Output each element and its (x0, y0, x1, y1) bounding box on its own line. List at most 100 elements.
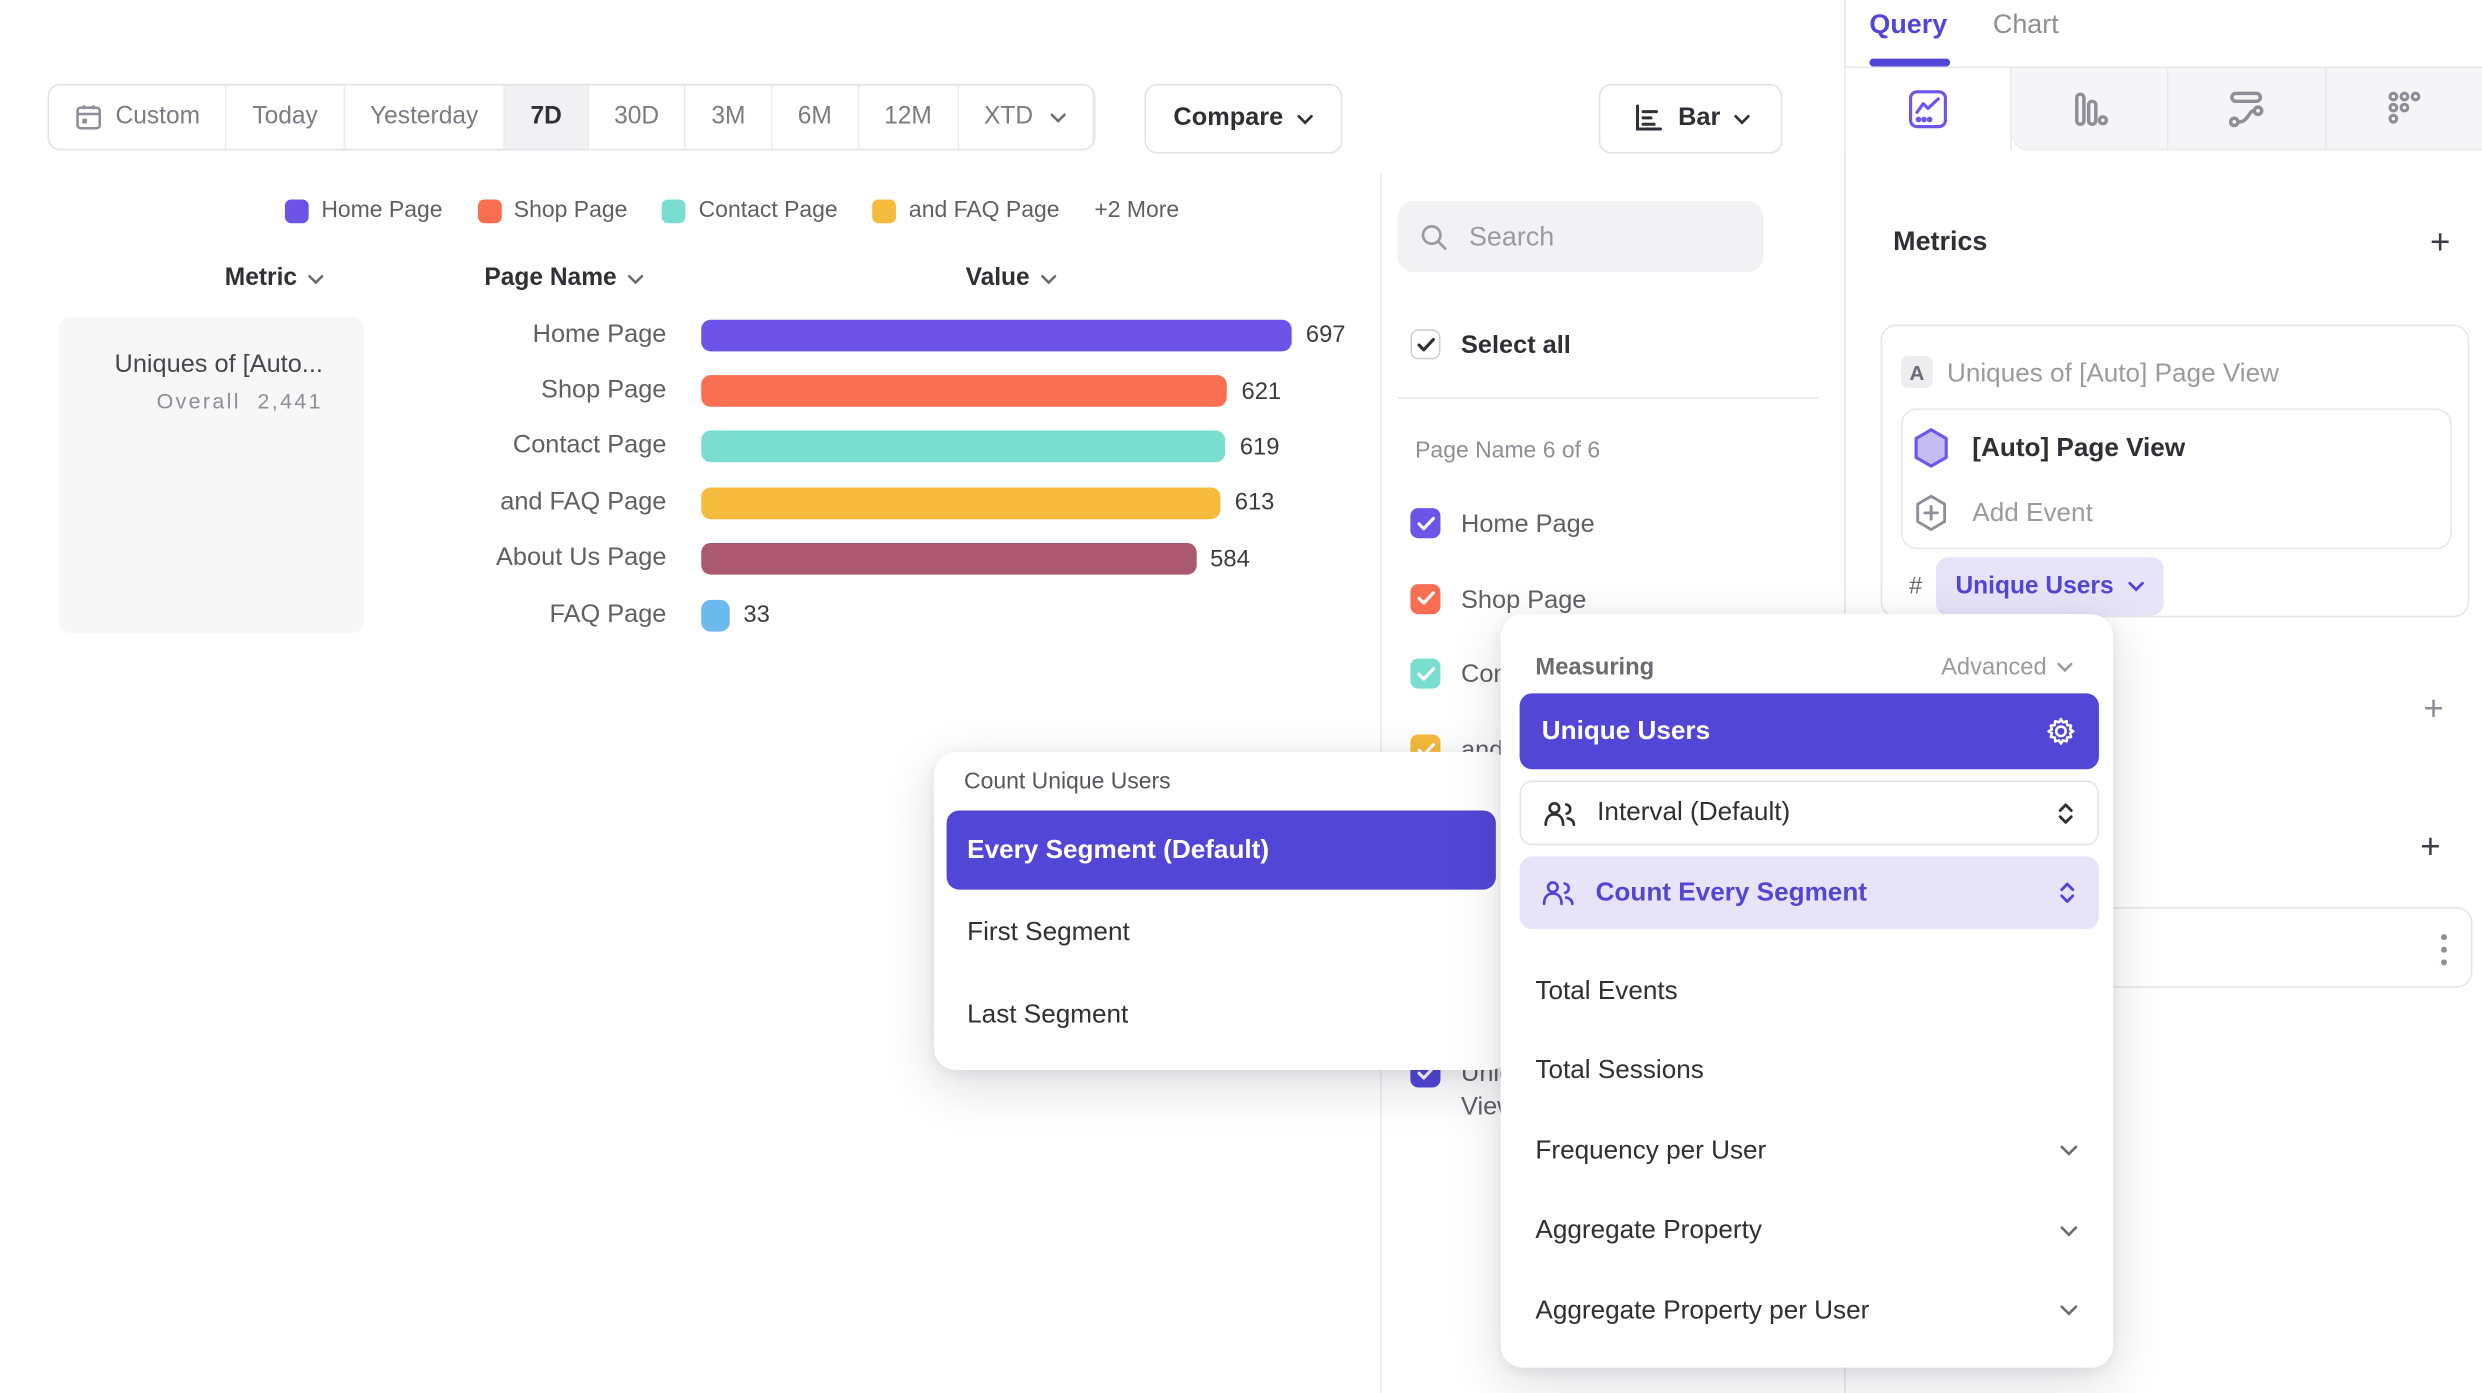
page-name-header-label: Page Name (484, 264, 617, 292)
count-menu-option[interactable]: Every Segment (Default) (946, 810, 1496, 890)
segment-group-label: Page Name 6 of 6 (1415, 438, 1601, 464)
add-metric-button[interactable]: + (2429, 221, 2451, 262)
column-header-metric[interactable]: Metric (225, 264, 324, 292)
segment-search[interactable] (1397, 201, 1764, 273)
legend-more[interactable]: +2 More (1094, 197, 1180, 224)
measure-pill-dropdown[interactable]: Unique Users (1936, 557, 2165, 616)
chevron-down-icon (2059, 1144, 2078, 1157)
kebab-menu-icon[interactable] (2439, 931, 2448, 969)
advanced-toggle[interactable]: Advanced (1941, 654, 2074, 681)
count-menu-option[interactable]: First Segment (947, 893, 1496, 972)
bar-value: 584 (1210, 545, 1250, 573)
tab-chart[interactable]: Chart (1992, 9, 2059, 40)
column-header-page-name[interactable]: Page Name (484, 264, 643, 292)
bar-row[interactable]: FAQ Page 33 (0, 587, 1380, 643)
bar[interactable] (701, 431, 1226, 463)
measure-option[interactable]: Total Events (1535, 972, 2078, 1010)
metric-definition-card[interactable]: A Uniques of [Auto] Page View [Auto] Pag… (1880, 324, 2470, 618)
column-header-value[interactable]: Value (966, 264, 1057, 292)
date-range-button[interactable]: 30D (589, 85, 687, 149)
select-all-row[interactable]: Select all (1410, 329, 1571, 362)
legend-item[interactable]: and FAQ Page (872, 197, 1060, 224)
bar-row[interactable]: Shop Page 621 (0, 363, 1380, 419)
measuring-title: Measuring (1535, 653, 1655, 681)
active-tab-underline (1869, 58, 1951, 66)
legend-swatch (477, 198, 502, 223)
bar[interactable] (701, 487, 1221, 519)
tab-flows[interactable] (2169, 68, 2327, 151)
bar-value: 697 (1305, 321, 1346, 349)
tab-insights[interactable] (1845, 68, 2012, 151)
count-every-segment-option[interactable]: Count Every Segment (1519, 856, 2099, 930)
compare-label: Compare (1173, 104, 1284, 132)
segment-checkbox[interactable] (1410, 583, 1441, 614)
legend-label: and FAQ Page (908, 197, 1060, 224)
date-range-button[interactable]: Today (227, 85, 345, 149)
tab-funnels[interactable] (2011, 68, 2170, 151)
chevron-down-icon (2057, 662, 2073, 673)
chart-type-button[interactable]: Bar (1598, 83, 1783, 154)
measure-selected-option[interactable]: Unique Users (1519, 693, 2099, 770)
chevron-down-icon (1049, 112, 1066, 123)
date-range-button[interactable]: Yesterday (345, 85, 506, 149)
date-range-button[interactable]: 3M (686, 85, 773, 149)
flows-stream-icon (2229, 90, 2265, 127)
legend-item[interactable]: Shop Page (477, 198, 627, 223)
selected-measure-label: Unique Users (1541, 716, 1711, 745)
select-all-checkbox[interactable] (1410, 329, 1441, 360)
date-range-button[interactable]: 12M (859, 85, 959, 149)
date-range-label: 6M (797, 102, 832, 130)
segment-row[interactable]: Shop Page (1410, 583, 1587, 617)
segment-checkbox[interactable] (1410, 659, 1441, 690)
metric-summary-card[interactable]: Uniques of [Auto... Overall 2,441 (58, 316, 365, 634)
bar[interactable] (701, 543, 1196, 575)
compare-button[interactable]: Compare (1144, 83, 1343, 154)
chart-legend: Home Page Shop Page Contact Page and FAQ… (284, 196, 1180, 224)
interval-option[interactable]: Interval (Default) (1519, 780, 2099, 846)
bar[interactable] (701, 319, 1292, 351)
count-option-label: Every Segment (Default) (967, 834, 1270, 864)
bar-value: 621 (1241, 377, 1282, 405)
bar[interactable] (701, 375, 1228, 407)
bar-row-label: FAQ Page (549, 600, 667, 628)
measure-option[interactable]: Frequency per User (1535, 1132, 2078, 1170)
bar-chart: Home Page 697 Shop Page 621 Contact Page… (0, 307, 1380, 643)
tab-query[interactable]: Query (1869, 9, 1948, 40)
date-range-button[interactable]: XTD (959, 85, 1094, 149)
add-filter-button[interactable]: + (2423, 688, 2444, 729)
gear-icon[interactable] (2045, 715, 2077, 747)
chevron-down-icon (307, 273, 324, 284)
tab-retention[interactable] (2326, 68, 2482, 151)
date-range-button[interactable]: 7D (505, 85, 589, 149)
segment-checkbox[interactable] (1410, 508, 1441, 539)
count-menu-option[interactable]: Last Segment (947, 975, 1496, 1054)
bar-value: 613 (1234, 489, 1275, 517)
add-event-row[interactable]: Add Event (1912, 489, 2093, 536)
count-menu-title: Count Unique Users (963, 769, 1171, 795)
legend-swatch (662, 198, 686, 223)
segment-row[interactable]: Home Page (1410, 508, 1595, 541)
legend-item[interactable]: Home Page (284, 198, 443, 223)
date-range-label: 7D (530, 102, 562, 130)
date-range-button[interactable]: 6M (772, 85, 859, 149)
measure-option[interactable]: Total Sessions (1535, 1052, 2078, 1090)
measure-option[interactable]: Aggregate Property (1535, 1212, 2078, 1250)
segment-label: Shop Page (1461, 586, 1587, 614)
legend-item[interactable]: Contact Page (662, 198, 838, 223)
event-row[interactable]: [Auto] Page View (1912, 424, 2185, 471)
measure-option[interactable]: Aggregate Property per User (1535, 1292, 2078, 1330)
insights-line-chart-icon (1908, 90, 1947, 129)
bar-row[interactable]: Home Page 697 (0, 307, 1380, 363)
date-range-button[interactable]: Custom (49, 85, 227, 149)
bar-row[interactable]: About Us Page 584 (0, 531, 1380, 587)
bar-row[interactable]: Contact Page 619 (0, 419, 1380, 475)
metric-title: Uniques of [Auto... (114, 351, 323, 379)
add-breakdown-button[interactable]: + (2420, 826, 2441, 866)
bar-row[interactable]: and FAQ Page 613 (0, 475, 1380, 531)
bar-row-label: Home Page (532, 320, 667, 348)
date-range-label: Today (252, 102, 318, 130)
bar-chart-icon (1631, 101, 1666, 136)
bar[interactable] (701, 599, 730, 632)
users-icon (1542, 880, 1575, 906)
search-input[interactable] (1465, 219, 1742, 255)
